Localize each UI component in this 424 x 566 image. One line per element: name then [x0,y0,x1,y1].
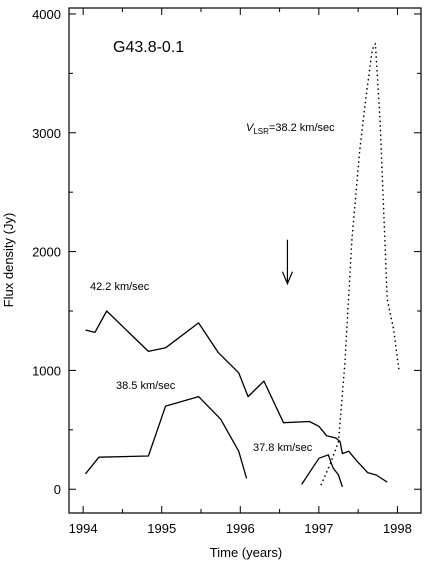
x-tick-label: 1994 [69,521,98,536]
y-tick-label: 3000 [32,126,61,141]
plot-frame [68,7,422,514]
annotation-vlsr-sub: LSR [253,127,269,136]
x-tick-label: 1998 [383,521,412,536]
arrow-head [281,271,293,286]
y-tick-labels: 0 1000 2000 3000 4000 [32,7,61,497]
annotation-38-5: 38.5 km/sec [116,380,176,392]
annotation-37-8: 37.8 km/sec [253,442,313,454]
y-tick-label: 0 [54,482,61,497]
series-lines [84,42,400,488]
annotation-vlsr-suffix: =38.2 km/sec [269,122,335,134]
epoch-arrow [281,239,293,286]
series-line-v38_5 [84,395,248,479]
y-axis-label: Flux density (Jy) [1,213,16,308]
x-axis-label: Time (years) [210,545,282,560]
x-tick-label: 1997 [304,521,333,536]
series-line-v38_2 [320,42,400,486]
annotation-vlsr-v: V [246,122,255,134]
axis-ticks [69,8,421,513]
x-tick-label: 1995 [147,521,176,536]
annotation-vlsr: VLSR=38.2 km/sec [246,122,335,136]
y-tick-label: 2000 [32,245,61,260]
chart-title: G43.8-0.1 [113,39,184,56]
series-line-v37_8 [301,454,344,488]
x-tick-labels: 1994 1995 1996 1997 1998 [69,521,412,536]
series-line-v42_2 [85,310,388,483]
y-tick-label: 1000 [32,363,61,378]
y-tick-label: 4000 [32,7,61,22]
annotation-42-2: 42.2 km/sec [90,281,150,293]
x-tick-label: 1996 [226,521,255,536]
